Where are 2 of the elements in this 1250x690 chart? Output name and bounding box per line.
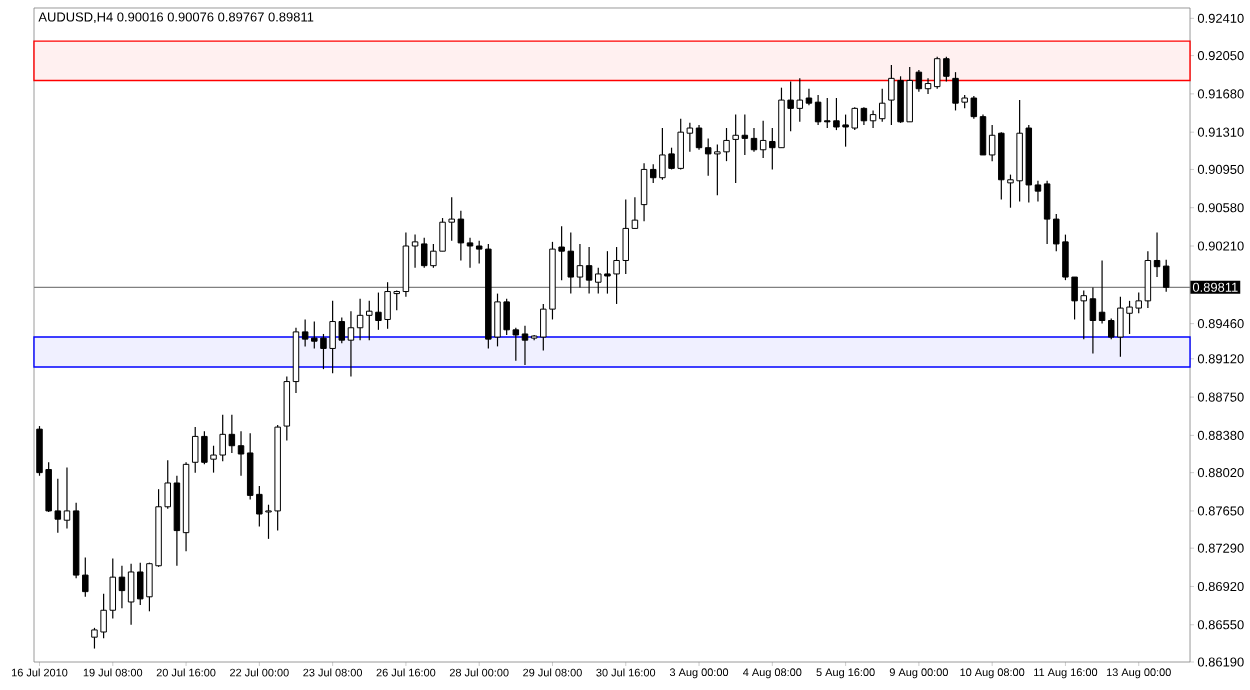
candlestick (1162, 259, 1170, 293)
candlestick (878, 88, 886, 123)
